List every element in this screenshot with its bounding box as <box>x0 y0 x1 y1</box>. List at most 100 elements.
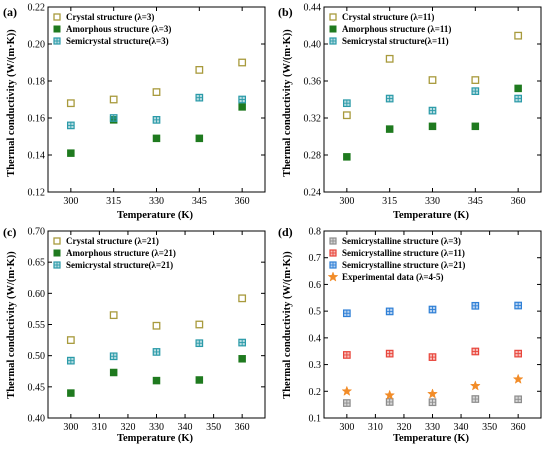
data-point-series-1 <box>428 398 437 407</box>
y-tick-label: 0.16 <box>28 114 46 125</box>
panel-d-plot: 300 310 320 330 340 350 360 0.1 0.2 0.3 0.4 0.5 0.6 0… <box>309 227 542 433</box>
legend-label: Crystal structure (λ=11) <box>342 12 434 22</box>
data-point-series-2 <box>385 349 394 358</box>
x-tick-label: 300 <box>63 422 78 433</box>
data-point-series-3 <box>428 106 437 115</box>
y-tick-label: 0.5 <box>309 307 322 318</box>
legend-label: Semicrystal structure(λ=11) <box>342 36 449 46</box>
data-point-series-1 <box>152 88 161 96</box>
data-point-series-3 <box>514 94 523 103</box>
data-point-series-1 <box>342 399 351 407</box>
y-tick-label: 0.22 <box>28 3 46 14</box>
data-point-series-1 <box>471 76 480 84</box>
y-tick-label: 0.40 <box>304 40 322 51</box>
legend-marker <box>329 249 337 257</box>
data-point-series-2 <box>428 122 437 131</box>
data-point-series-2 <box>238 103 246 111</box>
legend-label: Amorphous structure (λ=3) <box>66 24 171 34</box>
panel-d: (d) Thermal conductivity (W/(m·K)) Tempe… <box>278 225 542 444</box>
data-point-series-1 <box>66 336 75 344</box>
x-tick-label: 360 <box>511 422 526 433</box>
x-tick-label: 340 <box>454 422 469 433</box>
data-point-series-1 <box>152 321 161 330</box>
y-tick-label: 0.32 <box>304 114 322 125</box>
data-point-series-1 <box>195 320 204 329</box>
data-point-series-2 <box>514 349 523 358</box>
data-point-series-2 <box>514 84 522 93</box>
panel-b: (b) Thermal conductivity (W/(m·K)) Tempe… <box>278 3 542 221</box>
legend-marker <box>53 249 61 257</box>
y-tick-label: 0.7 <box>309 253 322 264</box>
legend-marker <box>53 13 61 21</box>
legend-label: Semicrystal structure(λ=21) <box>66 260 173 270</box>
data-point-series-1 <box>385 398 394 406</box>
y-tick-label: 0.6 <box>309 280 322 291</box>
panel-c-plot: 300 310 320 330 340 350 360 0.40 0.45 0.50 0.55 0.6… <box>28 227 266 433</box>
data-point-series-1 <box>514 395 523 404</box>
data-point-series-2 <box>238 355 246 363</box>
data-point-series-1 <box>109 311 118 320</box>
data-point-series-2 <box>67 389 75 397</box>
panel-d-label: (d) <box>278 225 293 239</box>
panel-c-ylabel: Thermal conductivity (W/(m·K)) <box>6 251 17 399</box>
data-point-series-2 <box>428 353 437 361</box>
x-tick-label: 345 <box>192 196 207 207</box>
legend-label: Semicrystal structure(λ=3) <box>66 36 169 46</box>
data-point-series-2 <box>152 376 161 385</box>
panel-a-ylabel: Thermal conductivity (W/(m·K)) <box>6 29 17 177</box>
data-point-series-3 <box>428 305 437 314</box>
data-point-series-4 <box>512 373 524 384</box>
legend-marker <box>329 237 337 245</box>
data-point-series-3 <box>342 99 351 108</box>
data-point-series-3 <box>66 356 75 365</box>
data-point-series-3 <box>385 94 394 103</box>
data-point-series-1 <box>66 99 75 108</box>
data-point-series-3 <box>109 352 118 361</box>
panel-c-xlabel: Temperature (K) <box>117 433 194 444</box>
y-tick-label: 0.55 <box>28 320 46 331</box>
x-tick-label: 350 <box>206 422 221 433</box>
x-tick-label: 315 <box>382 196 397 207</box>
panel-b-plot: 300 315 330 345 360 0.24 0.28 0.32 0.36 0.40 0.44 C… <box>304 3 542 207</box>
y-tick-label: 0.18 <box>28 77 46 88</box>
x-tick-label: 345 <box>468 196 483 207</box>
data-point-series-1 <box>428 76 437 84</box>
data-point-series-1 <box>342 111 351 120</box>
legend-label: Semicrystalline structure (λ=11) <box>342 248 465 258</box>
plot-frame <box>323 6 542 193</box>
data-point-series-3 <box>471 87 480 96</box>
panel-a: (a) Thermal conductivity (W/(m·K)) Tempe… <box>3 3 266 221</box>
x-tick-label: 300 <box>339 196 354 207</box>
legend-marker <box>329 261 337 269</box>
legend-marker <box>329 25 337 33</box>
data-point-series-2 <box>471 347 480 356</box>
data-point-series-3 <box>385 307 394 316</box>
x-tick-label: 315 <box>106 196 121 207</box>
y-tick-label: 0.45 <box>28 382 46 393</box>
data-point-series-4 <box>384 389 396 400</box>
data-point-series-1 <box>385 54 394 63</box>
legend-marker <box>53 237 61 245</box>
data-point-series-3 <box>152 115 161 124</box>
y-tick-label: 0.44 <box>304 3 322 14</box>
data-point-series-2 <box>195 134 204 143</box>
x-tick-label: 300 <box>339 422 354 433</box>
y-tick-label: 0.60 <box>28 289 46 300</box>
data-point-series-2 <box>385 125 394 133</box>
y-tick-label: 0.70 <box>28 227 46 238</box>
y-tick-label: 0.12 <box>28 188 46 199</box>
data-point-series-3 <box>342 309 351 318</box>
x-tick-label: 330 <box>425 196 440 207</box>
legend-marker <box>53 261 61 269</box>
x-tick-label: 360 <box>235 196 250 207</box>
y-tick-label: 0.40 <box>28 414 46 425</box>
data-point-series-2 <box>342 351 351 359</box>
legend-marker <box>53 25 61 33</box>
data-point-series-1 <box>471 395 480 403</box>
x-tick-label: 320 <box>120 422 135 433</box>
legend-marker <box>53 37 61 45</box>
data-point-series-4 <box>427 388 438 399</box>
data-point-series-3 <box>514 301 523 310</box>
data-point-series-2 <box>343 153 351 161</box>
legend-marker <box>329 13 337 21</box>
